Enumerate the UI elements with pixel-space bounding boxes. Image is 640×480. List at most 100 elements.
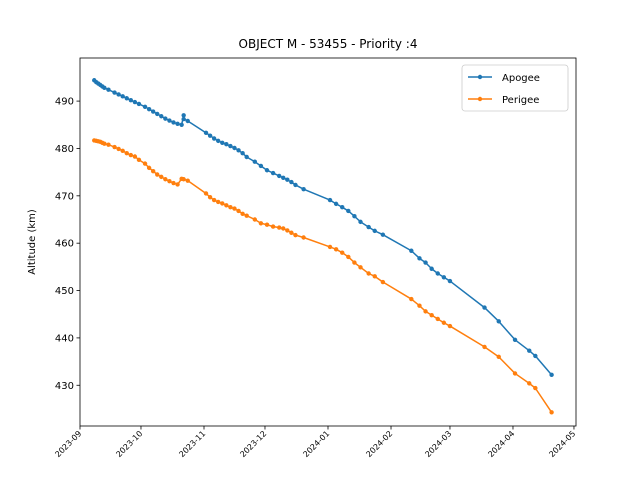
data-point-perigee [285,228,290,233]
data-point-apogee [228,143,233,149]
y-tick-label: 490 [55,97,74,108]
data-point-perigee [380,279,386,285]
data-point-apogee [120,94,125,99]
data-point-perigee [112,144,117,150]
y-tick-label: 440 [55,333,74,344]
data-point-apogee [358,219,363,225]
data-point-apogee [409,248,414,253]
data-point-perigee [142,161,148,166]
data-point-apogee [102,85,107,91]
data-point-perigee [185,178,190,183]
data-point-perigee [236,208,241,214]
data-point-perigee [106,142,111,147]
x-tick-label: 2023-10 [114,429,144,459]
data-point-perigee [181,177,186,182]
data-point-perigee [293,232,298,238]
x-tick-label: 2024-03 [423,429,453,459]
data-point-perigee [163,177,168,182]
y-tick-label: 460 [55,239,74,250]
series-line-perigee [94,139,553,413]
data-point-perigee [146,165,152,171]
data-point-apogee [301,186,306,192]
y-axis-label: Altitude (km) [27,209,38,275]
data-point-apogee [159,114,164,119]
x-tick-label: 2024-05 [547,429,577,459]
data-point-perigee [228,204,233,210]
series-line-apogee [93,79,553,376]
data-point-perigee [159,174,164,180]
data-point-apogee [289,179,294,185]
data-point-apogee [372,228,377,234]
data-point-apogee [264,168,270,173]
data-point-apogee [232,145,237,151]
data-point-apogee [285,177,290,182]
data-point-apogee [512,337,518,342]
data-point-perigee [277,225,282,230]
data-point-perigee [301,235,306,240]
data-point-apogee [163,116,168,121]
data-point-apogee [124,96,129,101]
data-point-perigee [270,224,276,229]
data-point-apogee [447,278,453,284]
data-point-perigee [333,247,339,252]
data-point-perigee [346,254,351,260]
data-point-apogee [167,118,172,123]
data-point-apogee [346,208,351,214]
data-point-perigee [527,381,532,386]
y-tick-label: 470 [55,191,74,202]
x-tick-label: 2023-11 [177,429,207,459]
data-point-apogee [112,90,117,95]
data-point-perigee [327,244,333,250]
data-point-apogee [216,138,221,144]
data-point-perigee [171,180,176,186]
data-point-apogee [482,305,487,310]
data-point-apogee [441,275,447,280]
legend: Apogee Perigee [461,64,569,112]
data-point-perigee [429,312,434,318]
data-point-apogee [352,213,357,219]
data-point-perigee [549,410,554,415]
data-point-apogee [527,348,532,353]
data-point-apogee [240,151,245,156]
data-point-perigee [496,354,501,360]
data-point-apogee [224,142,229,147]
data-point-apogee [175,121,180,127]
data-point-perigee [150,168,156,174]
data-point-apogee [340,204,345,210]
data-point-perigee [258,221,264,226]
data-point-perigee [358,265,363,270]
x-tick-label: 2024-01 [301,429,331,459]
data-point-apogee [128,97,134,103]
x-tick-label: 2024-02 [364,429,394,459]
y-tick-label: 450 [55,286,74,297]
data-point-apogee [211,136,217,141]
data-point-apogee [252,159,258,164]
data-point-apogee [277,173,282,179]
data-point-apogee [429,266,434,271]
data-point-perigee [409,296,414,302]
data-point-apogee [549,372,554,378]
data-point-perigee [155,172,160,177]
data-point-apogee [207,133,213,138]
data-point-apogee [203,130,209,136]
data-point-apogee [220,140,225,145]
x-tick-label: 2023-12 [238,429,268,459]
data-point-perigee [240,211,245,217]
data-point-perigee [167,178,172,184]
data-point-apogee [132,99,138,105]
data-point-apogee [150,109,156,114]
data-point-apogee [380,232,386,237]
data-point-perigee [512,371,518,376]
data-point-apogee [155,111,160,117]
data-point-apogee [181,113,186,118]
data-point-apogee [116,92,121,97]
data-point-perigee [224,203,229,208]
data-point-perigee [423,309,428,314]
data-point-perigee [252,217,258,222]
data-point-apogee [179,122,184,127]
data-point-perigee [124,151,129,156]
data-point-perigee [102,141,107,146]
legend-marker-perigee [477,96,483,102]
data-point-apogee [366,224,371,230]
